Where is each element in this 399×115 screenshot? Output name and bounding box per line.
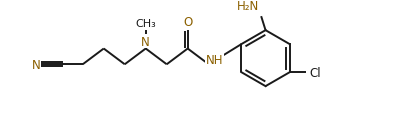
- Text: N: N: [141, 35, 150, 48]
- Text: N: N: [32, 58, 41, 71]
- Text: Cl: Cl: [309, 66, 321, 79]
- Text: NH: NH: [206, 54, 223, 67]
- Text: CH₃: CH₃: [135, 18, 156, 28]
- Text: H₂N: H₂N: [237, 0, 259, 13]
- Text: O: O: [183, 15, 192, 28]
